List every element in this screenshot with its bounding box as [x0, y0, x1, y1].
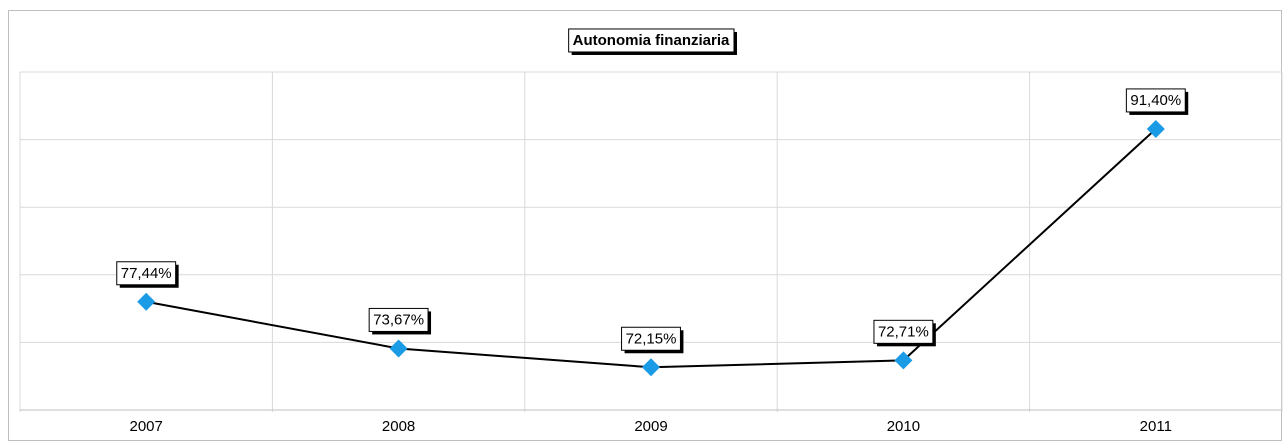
- data-label: 77,44%: [116, 261, 179, 288]
- data-label-box: [621, 326, 681, 351]
- chart-title: Autonomia finanziaria: [568, 28, 737, 55]
- data-point: [894, 351, 913, 370]
- data-label: 73,67%: [368, 307, 432, 335]
- chart-title-text: Autonomia finanziaria: [573, 32, 730, 49]
- data-label-box: [873, 319, 934, 344]
- data-label-box: [116, 261, 177, 286]
- data-label-box: [1125, 88, 1186, 113]
- data-label: 72,15%: [621, 326, 684, 354]
- data-label: 91,40%: [1125, 88, 1189, 115]
- data-point: [389, 339, 408, 358]
- data-label-box: [368, 307, 429, 332]
- data-point: [642, 358, 660, 377]
- chart-frame: [8, 10, 1282, 441]
- data-label-text: 91,40%: [1130, 92, 1181, 109]
- data-point: [1146, 119, 1165, 138]
- x-tick-label: 2008: [382, 418, 415, 435]
- chart-title-box: [568, 28, 735, 53]
- x-tick-label: 2011: [1140, 418, 1172, 435]
- data-label-text: 72,71%: [878, 323, 929, 340]
- data-label-text: 77,44%: [121, 265, 172, 282]
- x-tick-label: 2010: [887, 418, 920, 435]
- data-label: 72,71%: [873, 319, 936, 347]
- data-point: [137, 292, 156, 311]
- x-tick-label: 2009: [634, 418, 667, 435]
- data-label-text: 72,15%: [626, 330, 677, 347]
- x-tick-label: 2007: [130, 418, 163, 435]
- data-label-text: 73,67%: [373, 311, 424, 328]
